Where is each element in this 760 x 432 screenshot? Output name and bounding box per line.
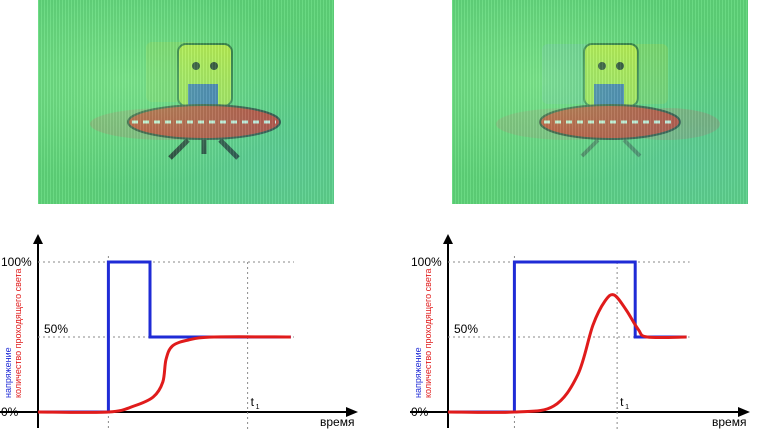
lcd-photo-right (452, 0, 748, 204)
t1-marker: t (620, 395, 624, 409)
x-axis-label: время (712, 415, 746, 429)
y-label-light: количество проходящего света (13, 268, 23, 398)
y-tick-label: 50% (454, 322, 478, 336)
light-series-line (37, 335, 291, 414)
y-tick-label: 0% (1, 405, 19, 419)
y-tick-label: 50% (44, 322, 68, 336)
y-label-light: количество проходящего света (423, 268, 433, 398)
y-axis-arrow-icon (33, 234, 43, 244)
response-graphs: 100%50%0%напряжение количество проходящег… (0, 234, 750, 430)
y-tick-label: 100% (411, 255, 442, 269)
y-axis-arrow-icon (443, 234, 453, 244)
x-axis-arrow-icon (738, 407, 750, 417)
y-tick-label: 0% (411, 405, 429, 419)
t1-marker: t (251, 395, 255, 409)
y-label-voltage: напряжение (413, 347, 423, 398)
x-axis-label: время (320, 415, 354, 429)
x-axis-arrow-icon (346, 407, 358, 417)
y-tick-label: 100% (1, 255, 32, 269)
lcd-photo-left (38, 0, 334, 204)
t1-subscript: 1 (625, 404, 629, 411)
y-label-voltage: напряжение (3, 347, 13, 398)
light-series-line (447, 293, 687, 414)
t1-subscript: 1 (256, 404, 260, 411)
